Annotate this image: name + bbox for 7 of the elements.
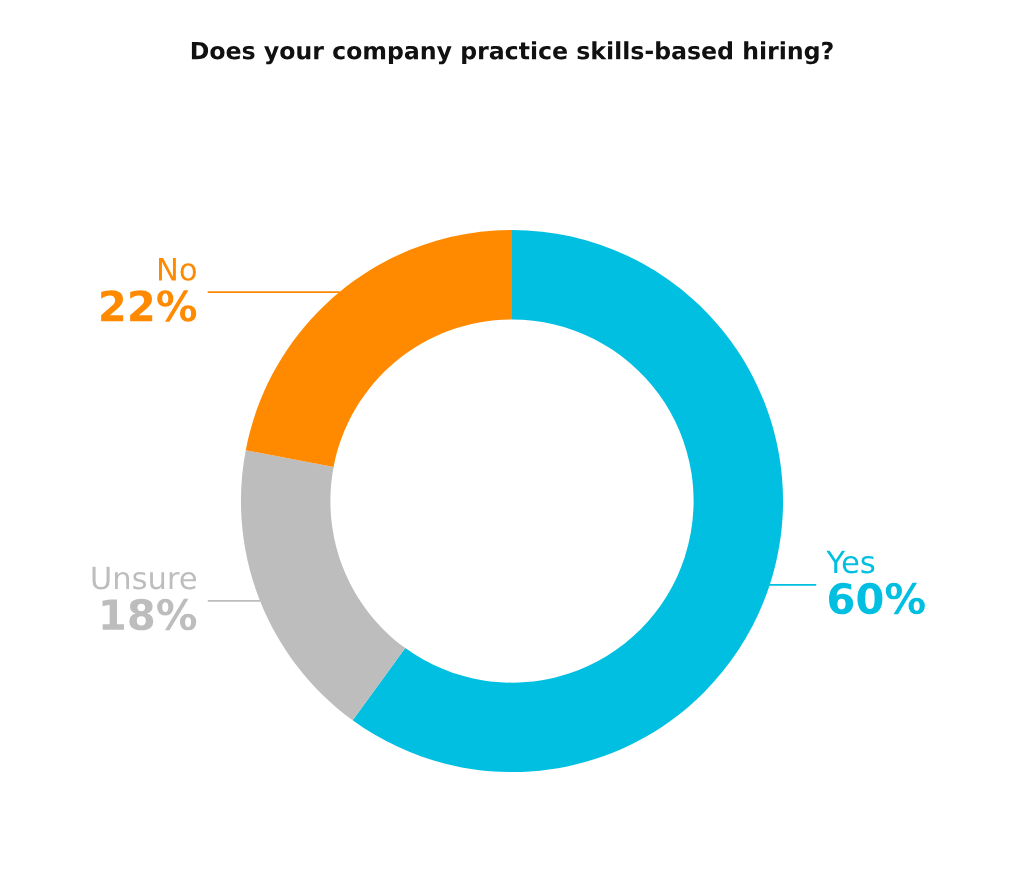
slice-label: Yes — [826, 550, 875, 574]
slice-label: No — [159, 258, 196, 281]
chart-title: Does your company practice skills-based hiring? — [191, 41, 833, 65]
data-label: 22% — [101, 290, 197, 322]
data-label: 18% — [102, 598, 197, 631]
slice-label: Unsure — [92, 566, 196, 590]
data-label: 60% — [829, 582, 925, 615]
